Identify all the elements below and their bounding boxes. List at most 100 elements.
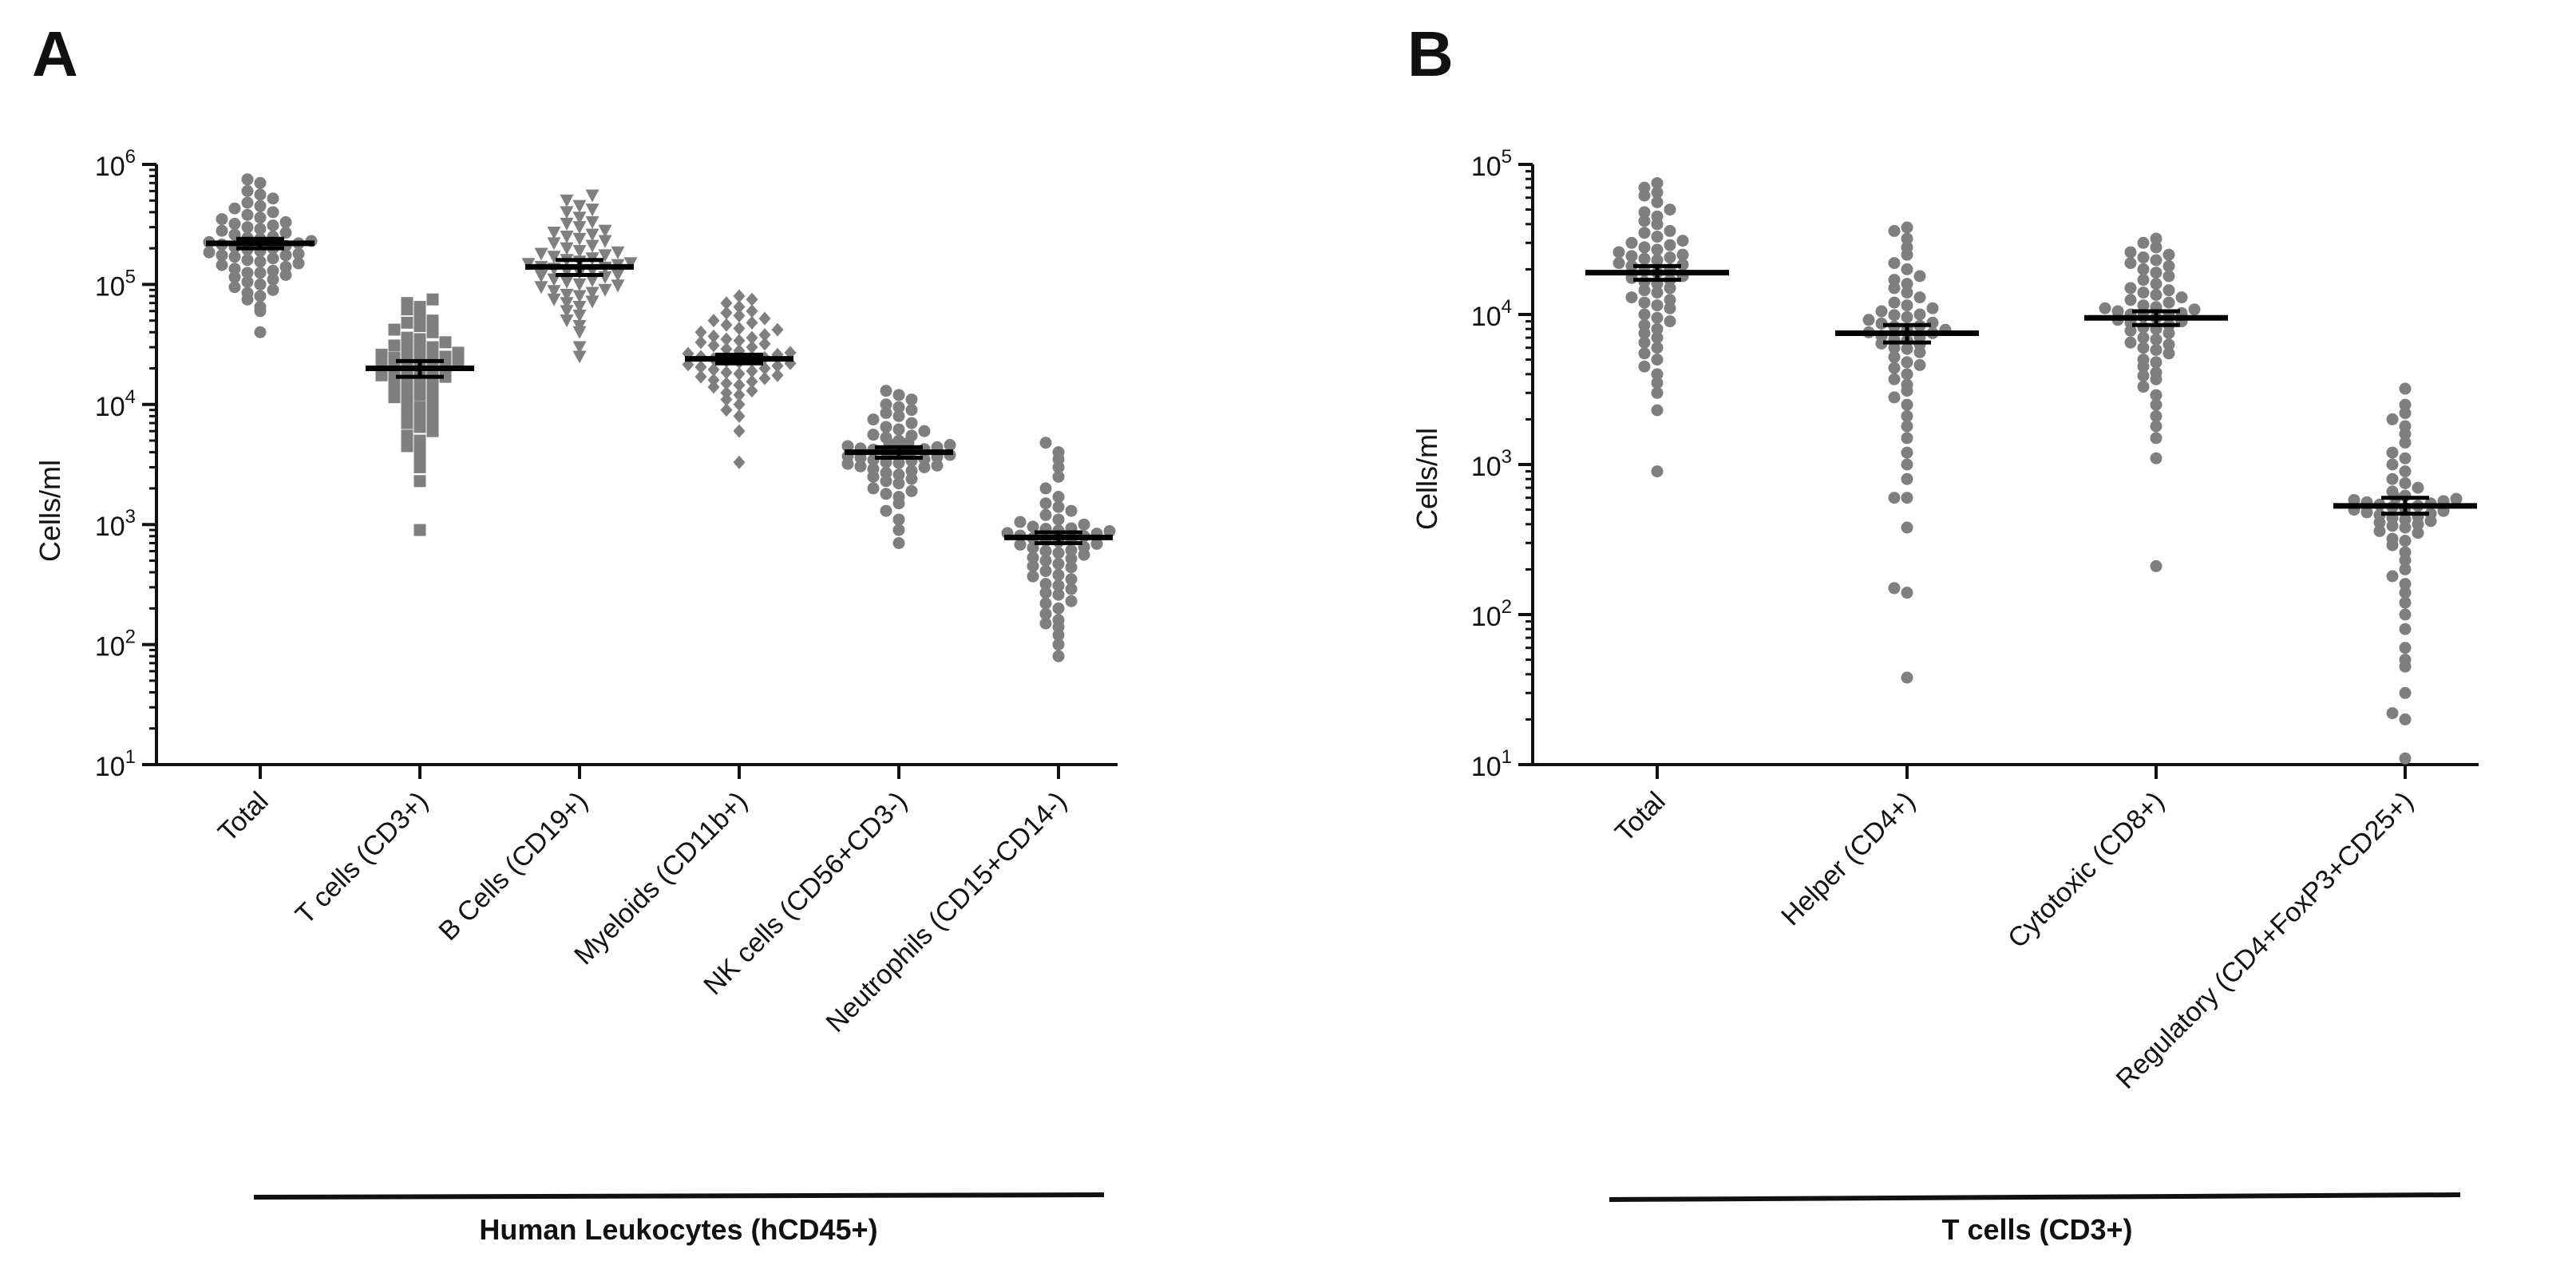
panel-b-y-tick-label: 103 — [1471, 446, 1512, 482]
panel-a-data-point — [254, 290, 267, 302]
panel-b-data-point — [1638, 360, 1651, 373]
panel-a-y-tick-label: 106 — [95, 146, 136, 182]
panel-a-chart: A Cells/ml 101 102 103 104 105 106 Total T cel… — [32, 18, 1118, 1246]
panel-b-category-label: Regulatory (CD4+FoxP3+CD25+) — [2111, 786, 2420, 1095]
panel-b-data-point — [2399, 420, 2412, 433]
panel-a-data-point — [1027, 570, 1039, 583]
panel-a-data-point — [560, 231, 574, 244]
panel-b-data-point — [1901, 310, 1913, 323]
panel-a-data-point — [1065, 573, 1078, 586]
panel-a-data-point — [1052, 638, 1065, 651]
panel-a-data-point — [1039, 545, 1052, 558]
panel-a-data-point — [733, 289, 746, 303]
panel-b-data-point — [1862, 314, 1875, 326]
panel-a-data-point — [534, 270, 548, 283]
panel-a-data-point — [720, 296, 733, 310]
panel-b-data-point — [2386, 570, 2399, 583]
panel-b-data-point — [1888, 350, 1901, 363]
panel-b-data-point — [2386, 413, 2399, 425]
panel-b-data-point — [2386, 472, 2399, 485]
panel-a-data-point — [228, 281, 241, 294]
panel-a-data-point — [854, 460, 867, 472]
panel-a-data-point — [905, 393, 918, 406]
panel-b-data-point — [2399, 587, 2412, 599]
panel-b-data-point — [1612, 257, 1625, 270]
panel-a-data-point — [1052, 547, 1065, 559]
panel-b-data-point — [1913, 291, 1926, 304]
panel-a-data-point — [254, 278, 267, 291]
panel-a-data-point — [279, 227, 292, 239]
panel-b-data-point — [2150, 356, 2162, 369]
panel-b-data-point — [2399, 563, 2412, 575]
panel-a-data-point — [1065, 583, 1078, 595]
panel-b-data-point — [1888, 373, 1901, 385]
panel-b-data-point — [2412, 481, 2424, 494]
panel-a-data-point — [572, 309, 587, 322]
panel-b-data-point — [1638, 227, 1651, 239]
panel-b-data-point — [1888, 224, 1901, 237]
panel-a-y-axis-title: Cells/ml — [34, 460, 66, 562]
panel-a-data-point — [1078, 518, 1090, 531]
panel-a-data-point — [228, 251, 241, 263]
panel-a-data-point — [758, 328, 771, 342]
panel-b-data-point — [1638, 206, 1651, 219]
panel-a-data-point — [905, 404, 918, 417]
panel-a-data-point — [746, 304, 758, 318]
panel-a-data-point — [254, 200, 267, 212]
panel-a-data-point — [1052, 513, 1065, 526]
panel-a-data-point — [611, 246, 625, 259]
panel-b-data-point — [1913, 308, 1926, 321]
panel-b-data-point — [2124, 257, 2137, 270]
panel-a-data-point — [1039, 554, 1052, 567]
panel-b-data-point — [2124, 246, 2137, 259]
panel-b-data-point — [2150, 232, 2162, 245]
panel-a-data-point — [439, 336, 452, 349]
panel-a-data-point — [585, 189, 599, 203]
panel-a-data-point — [572, 212, 587, 225]
panel-a-data-point — [880, 504, 892, 517]
panel-b-data-point — [2137, 263, 2150, 275]
panel-b-data-point — [2150, 267, 2162, 279]
panel-a-data-point — [228, 263, 241, 275]
panel-a-data-point — [733, 308, 746, 322]
panel-a-data-point — [733, 409, 746, 423]
panel-a-data-point — [880, 398, 892, 411]
panel-b-data-point — [1901, 232, 1913, 245]
panel-a-data-point — [254, 176, 267, 189]
panel-a-data-point — [931, 459, 944, 472]
panel-a-data-point — [720, 366, 733, 380]
panel-a-data-point — [1052, 650, 1065, 662]
panel-b-data-point — [1901, 356, 1913, 369]
panel-b-data-point — [2137, 287, 2150, 299]
panel-a-data-point — [707, 380, 720, 394]
panel-a-data-point — [944, 439, 956, 452]
panel-a-data-point — [598, 249, 612, 263]
panel-b-y-tick-label: 104 — [1471, 296, 1512, 332]
panel-b-data-point — [2386, 446, 2399, 459]
panel-a-data-point — [585, 204, 599, 217]
panel-a-data-point — [892, 423, 905, 436]
panel-b-data-point — [2137, 236, 2150, 249]
panel-b-means — [1585, 263, 2477, 516]
panel-b-data-point — [2386, 458, 2399, 471]
panel-b-data-point — [1901, 432, 1913, 445]
panel-b-category-label: Helper (CD4+) — [1775, 786, 1921, 932]
panel-b-data-point — [1901, 278, 1913, 291]
panel-b-data-point — [1901, 299, 1913, 312]
panel-b-data-point — [2150, 254, 2162, 267]
panel-b-data-point — [2399, 382, 2412, 395]
panel-a-data-point — [572, 320, 587, 334]
panel-b-data-point — [1913, 358, 1926, 371]
panel-b-data-point — [2399, 578, 2412, 591]
panel-a-data-point — [1052, 588, 1065, 601]
panel-b-group-label: T cells (CD3+) — [1941, 1213, 2132, 1246]
panel-b-data-point — [2450, 492, 2463, 505]
panel-a-data-point — [241, 275, 254, 288]
panel-a-data-point — [414, 401, 426, 413]
panel-a-data-point — [1039, 482, 1052, 495]
panel-a-data-point — [254, 267, 267, 279]
panel-a-data-point — [560, 314, 574, 328]
panel-b-data-point — [2137, 251, 2150, 264]
panel-a-data-point — [585, 239, 599, 253]
panel-a-data-point — [241, 208, 254, 221]
